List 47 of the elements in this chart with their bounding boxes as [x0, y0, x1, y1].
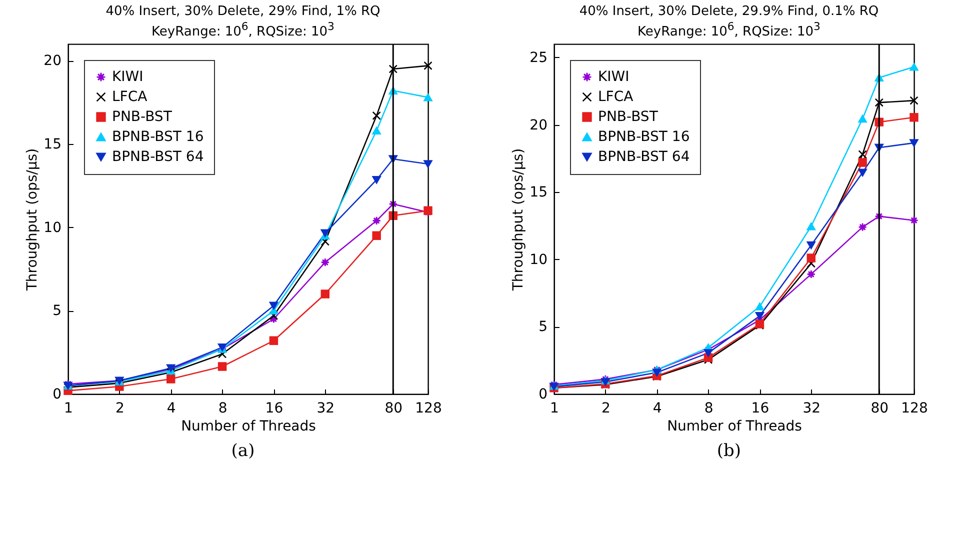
- y-axis-title: Throughput (ops/μs): [24, 148, 40, 292]
- y-tick-label: 5: [538, 320, 547, 336]
- text: (b): [716, 441, 742, 462]
- x-tick-label: 32: [316, 400, 334, 417]
- legend-label: KIWI: [598, 69, 629, 86]
- x-tick-label: 8: [218, 400, 227, 417]
- x-tick-label: 16: [750, 400, 769, 417]
- x-tick-label: 4: [166, 400, 176, 417]
- y-axis-title: Throughput (ops/μs): [510, 148, 526, 292]
- x-axis-title: Number of Threads: [666, 418, 802, 435]
- chart-title: 40% Insert, 30% Delete, 29.9% Find, 0.1% RQ: [579, 4, 879, 19]
- legend-label: BPNB-BST 64: [598, 149, 690, 166]
- legend-label: BPNB-BST 16: [112, 129, 204, 146]
- y-tick-label: 25: [529, 50, 547, 66]
- y-tick-label: 10: [529, 252, 547, 268]
- y-tick-label: 10: [43, 220, 61, 236]
- legend-label: PNB-BST: [598, 109, 658, 126]
- y-tick-label: 20: [43, 53, 61, 70]
- x-tick-label: 1: [550, 400, 558, 417]
- chart-subtitle: KeyRange: 10$^{6}$, RQSize: 10$^{3}$: [152, 20, 334, 40]
- x-tick-label: 4: [652, 400, 662, 417]
- y-tick-label: 0: [52, 386, 61, 403]
- legend-label: KIWI: [112, 69, 143, 86]
- y-tick-label: 5: [52, 303, 61, 320]
- x-tick-label: 80: [870, 400, 888, 417]
- x-tick-label: 128: [900, 400, 928, 417]
- legend-label: BPNB-BST 16: [598, 129, 690, 146]
- x-tick-label: 8: [704, 400, 713, 417]
- chart-title: 40% Insert, 30% Delete, 29% Find, 1% RQ: [106, 4, 380, 19]
- legend-label: BPNB-BST 64: [112, 149, 204, 166]
- x-tick-label: 1: [64, 400, 72, 417]
- y-tick-label: 15: [529, 184, 547, 201]
- x-axis-title: Number of Threads: [180, 418, 316, 435]
- x-tick-label: 80: [384, 400, 402, 417]
- y-tick-label: 0: [538, 386, 547, 403]
- legend-label: PNB-BST: [112, 109, 172, 126]
- x-tick-label: 32: [802, 400, 820, 417]
- chart-subtitle: KeyRange: 10$^{6}$, RQSize: 10$^{3}$: [638, 20, 820, 40]
- x-tick-label: 2: [114, 400, 124, 417]
- x-tick-label: 128: [414, 400, 442, 417]
- x-tick-label: 2: [600, 400, 610, 417]
- legend-label: LFCA: [112, 89, 148, 106]
- y-tick-label: 20: [529, 118, 547, 134]
- y-tick-label: 15: [43, 136, 61, 153]
- text: (a): [231, 441, 255, 462]
- legend-label: LFCA: [598, 89, 634, 106]
- x-tick-label: 16: [264, 400, 283, 417]
